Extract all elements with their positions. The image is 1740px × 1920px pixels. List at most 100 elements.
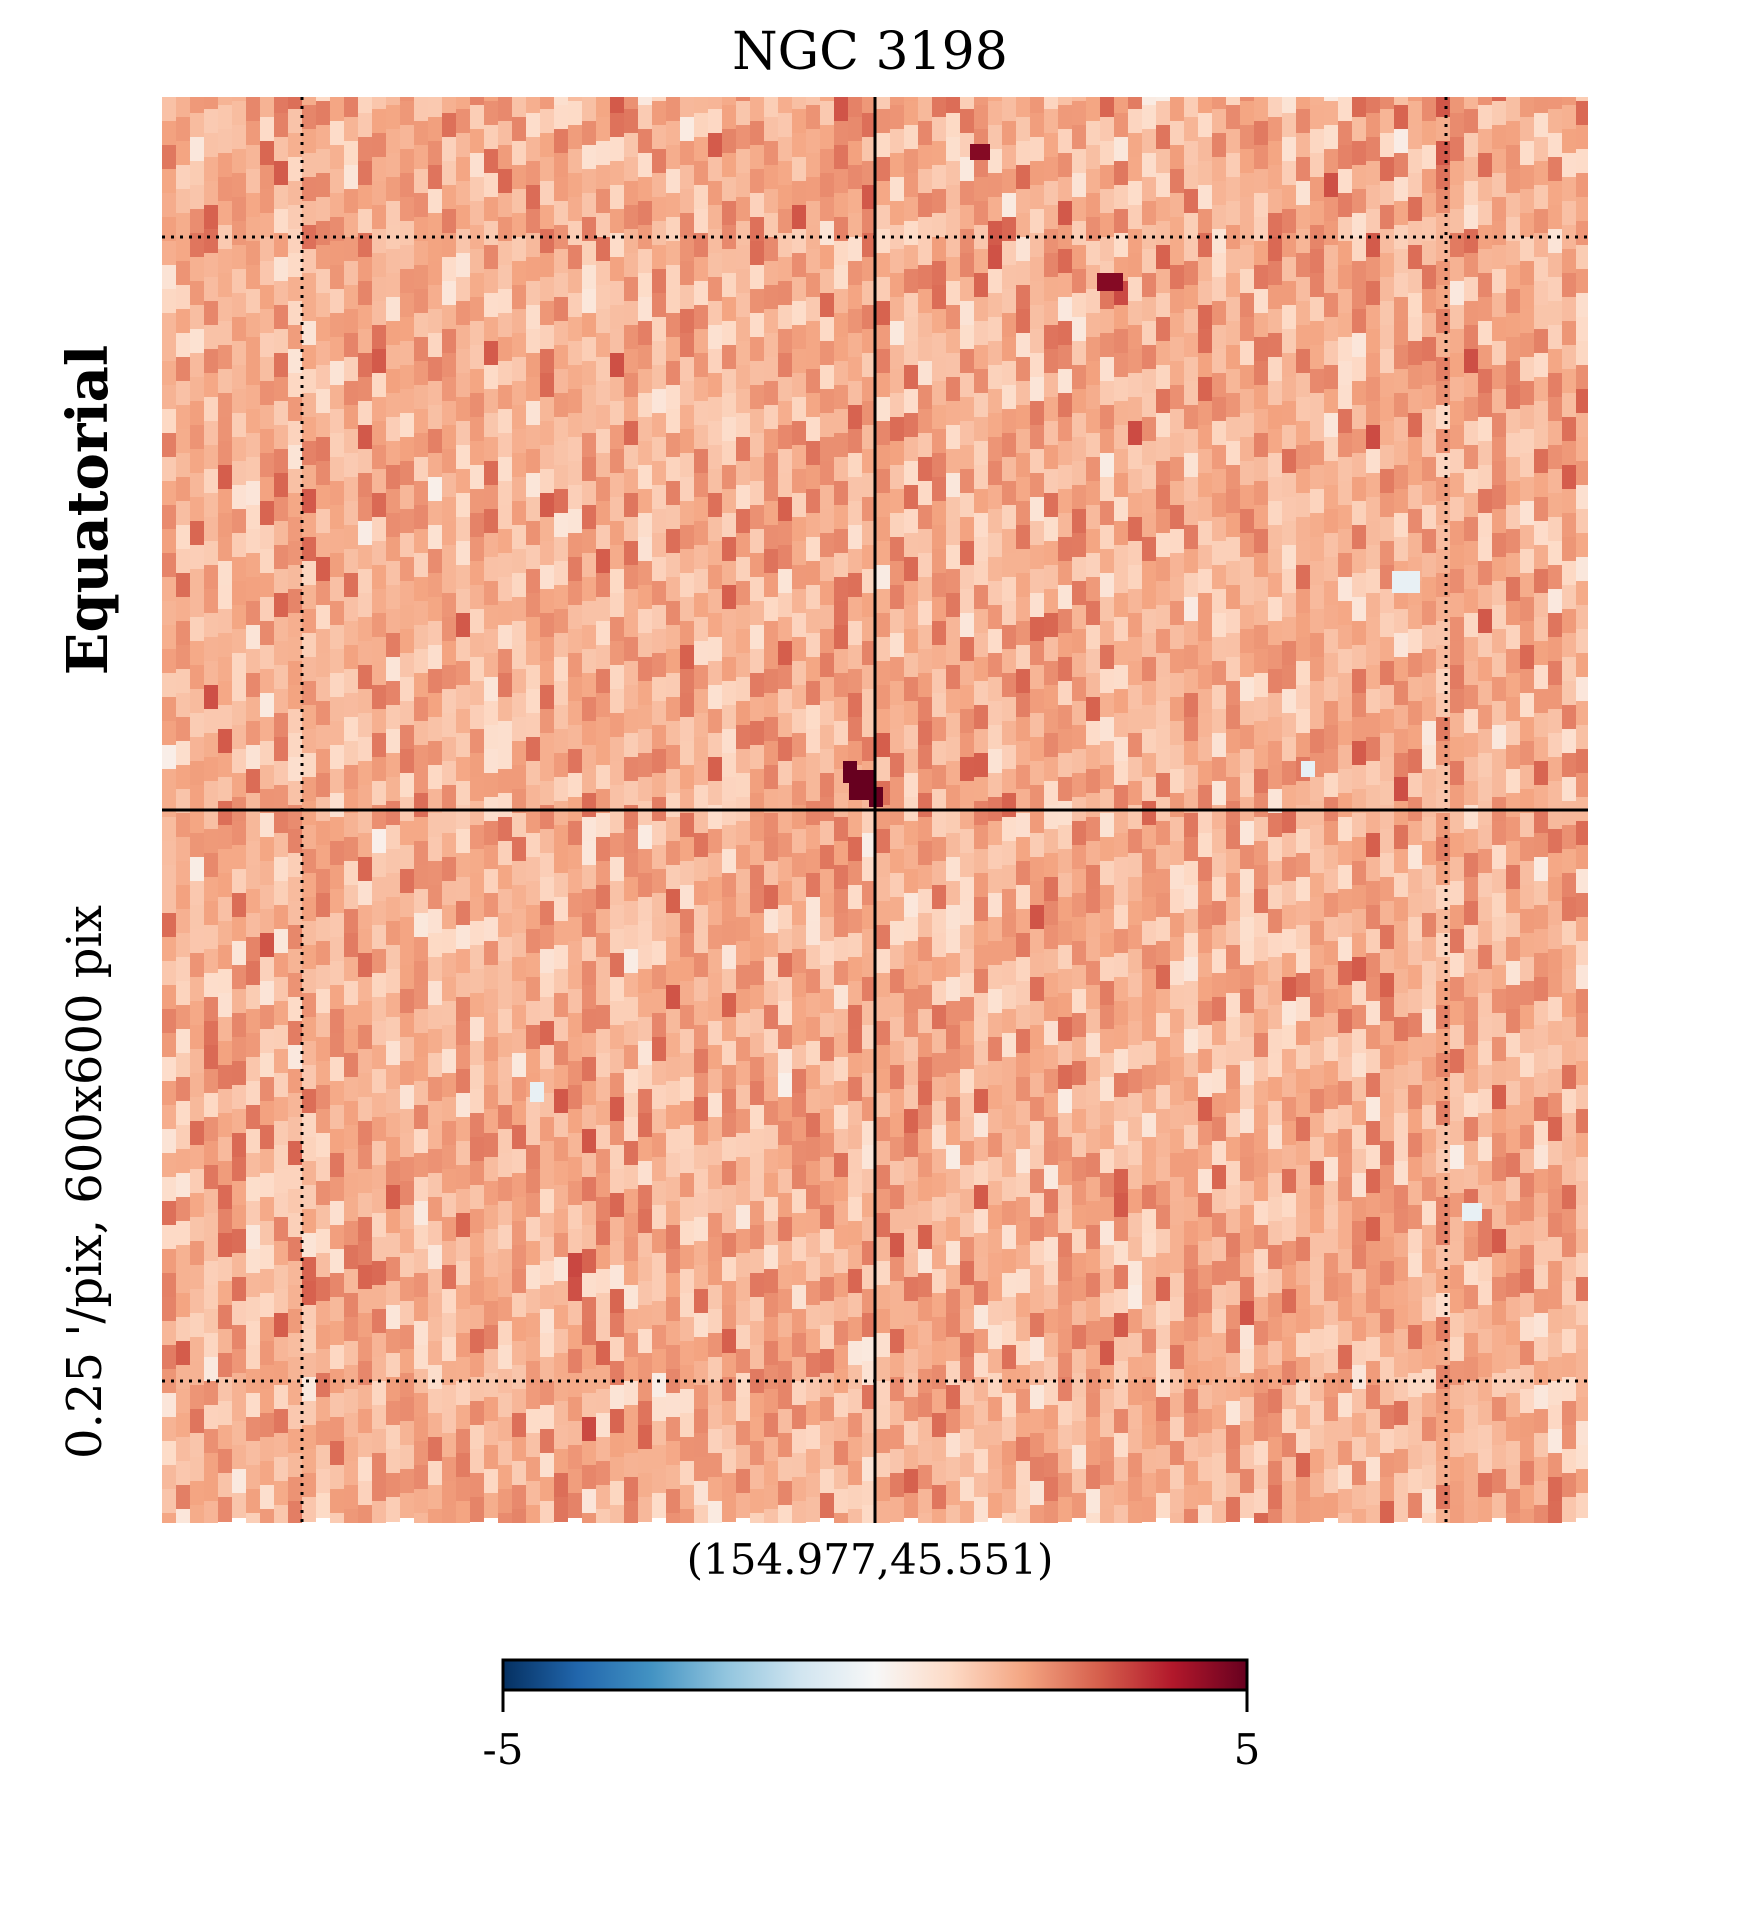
- heatmap-cell: [1492, 917, 1506, 942]
- heatmap-cell: [1156, 437, 1170, 462]
- heatmap-cell: [1366, 857, 1380, 882]
- heatmap-cell: [442, 257, 456, 282]
- heatmap-cell: [344, 765, 358, 790]
- heatmap-cell: [1296, 733, 1310, 758]
- heatmap-cell: [1366, 377, 1380, 402]
- heatmap-cell: [302, 1113, 316, 1138]
- heatmap-cell: [1156, 1133, 1170, 1158]
- heatmap-cell: [680, 285, 694, 310]
- heatmap-cell: [386, 1185, 400, 1210]
- heatmap-cell: [1226, 297, 1240, 322]
- heatmap-cell: [1114, 761, 1128, 786]
- heatmap-cell: [1268, 981, 1282, 1006]
- heatmap-cell: [1450, 209, 1464, 234]
- heatmap-cell: [1058, 657, 1072, 682]
- heatmap-cell: [1464, 253, 1478, 278]
- heatmap-cell: [834, 169, 848, 194]
- projection-label: Equatorial: [55, 344, 121, 676]
- heatmap-cell: [806, 1017, 820, 1042]
- heatmap-cell: [540, 901, 554, 926]
- heatmap-cell: [1198, 521, 1212, 546]
- heatmap-cell: [176, 621, 190, 646]
- heatmap-cell: [554, 1185, 568, 1210]
- heatmap-cell: [302, 873, 316, 898]
- heatmap-cell: [456, 1213, 470, 1238]
- heatmap-cell: [764, 813, 778, 838]
- heatmap-cell: [974, 417, 988, 442]
- heatmap-cell: [204, 973, 218, 998]
- heatmap-cell: [246, 649, 260, 674]
- heatmap-cell: [1450, 353, 1464, 378]
- heatmap-cell: [484, 269, 498, 294]
- heatmap-cell: [190, 1217, 204, 1242]
- heatmap-cell: [1576, 677, 1588, 702]
- heatmap-cell: [540, 229, 554, 254]
- heatmap-cell: [708, 397, 722, 422]
- heatmap-cell: [1450, 1145, 1464, 1170]
- heatmap-cell: [680, 477, 694, 502]
- heatmap-cell: [1128, 445, 1142, 470]
- heatmap-cell: [302, 681, 316, 706]
- heatmap-cell: [582, 697, 596, 722]
- heatmap-cell: [260, 97, 274, 118]
- heatmap-cell: [1408, 365, 1422, 390]
- heatmap-cell: [1198, 689, 1212, 714]
- heatmap-cell: [1562, 969, 1576, 994]
- heatmap-cell: [554, 897, 568, 922]
- heatmap-cell: [1282, 905, 1296, 930]
- heatmap-cell: [470, 249, 484, 274]
- heatmap-cell: [302, 1161, 316, 1186]
- heatmap-cell: [1030, 1241, 1044, 1266]
- heatmap-cell: [1100, 213, 1114, 238]
- heatmap-cell: [330, 337, 344, 362]
- heatmap-cell: [708, 781, 722, 806]
- heatmap-cell: [372, 565, 386, 590]
- heatmap-cell: [596, 549, 610, 574]
- heatmap-cell: [1324, 413, 1338, 438]
- heatmap-cell: [1450, 161, 1464, 186]
- heatmap-cell: [554, 105, 568, 130]
- heatmap-cell: [1044, 229, 1058, 254]
- heatmap-cell: [736, 965, 750, 990]
- heatmap-cell: [1128, 733, 1142, 758]
- heatmap-cell: [568, 485, 582, 510]
- heatmap-cell: [1016, 237, 1030, 262]
- heatmap-cell: [708, 517, 722, 542]
- heatmap-cell: [288, 1045, 302, 1070]
- heatmap-cell: [526, 665, 540, 690]
- heatmap-cell: [1324, 149, 1338, 174]
- heatmap-cell: [1282, 1049, 1296, 1074]
- heatmap-cell: [1562, 1113, 1576, 1138]
- heatmap-cell: [1352, 117, 1366, 142]
- heatmap-cell: [554, 873, 568, 898]
- heatmap-cell: [918, 361, 932, 386]
- heatmap-cell: [1142, 537, 1156, 562]
- heatmap-cell: [960, 853, 974, 878]
- heatmap-cell: [862, 377, 876, 402]
- heatmap-cell: [484, 1133, 498, 1158]
- heatmap-cell: [946, 1241, 960, 1266]
- heatmap-cell: [1394, 201, 1408, 226]
- heatmap-cell: [218, 201, 232, 226]
- heatmap-cell: [288, 253, 302, 278]
- heatmap-cell: [1128, 685, 1142, 710]
- heatmap-cell: [1128, 133, 1142, 158]
- heatmap-cell: [274, 929, 288, 954]
- heatmap-cell: [246, 241, 260, 266]
- heatmap-cell: [722, 249, 736, 274]
- heatmap-cell: [680, 97, 694, 118]
- heatmap-cell: [1268, 837, 1282, 862]
- heatmap-cell: [470, 585, 484, 610]
- heatmap-cell: [666, 169, 680, 194]
- heatmap-cell: [750, 409, 764, 434]
- heatmap-cell: [1058, 633, 1072, 658]
- heatmap-cell: [1198, 545, 1212, 570]
- heatmap-cell: [1072, 1061, 1086, 1086]
- heatmap-cell: [330, 841, 344, 866]
- heatmap-cell: [1142, 465, 1156, 490]
- heatmap-cell: [162, 721, 176, 746]
- heatmap-cell: [162, 289, 176, 314]
- heatmap-cell: [736, 1181, 750, 1206]
- heatmap-cell: [1016, 981, 1030, 1006]
- heatmap-cell: [820, 245, 834, 270]
